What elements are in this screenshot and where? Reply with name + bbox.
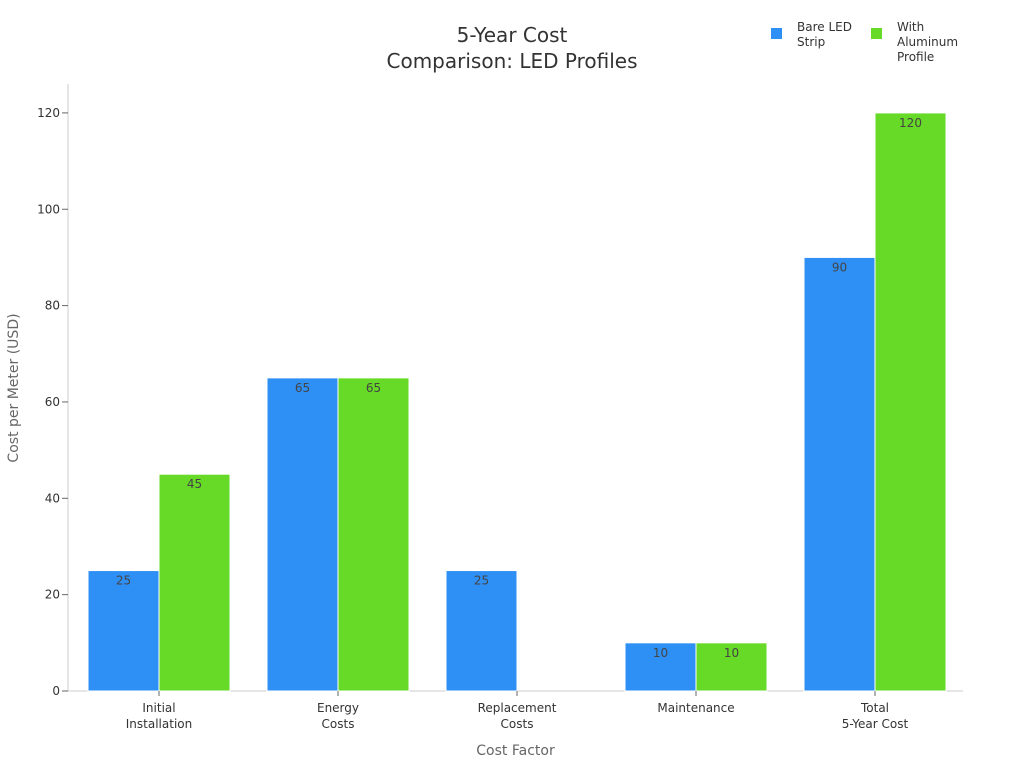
- bar-value-label: 10: [653, 646, 668, 660]
- x-tick-label: Replacement: [478, 701, 557, 715]
- y-tick-label: 0: [52, 684, 60, 698]
- bar: [337, 377, 410, 692]
- x-tick-label: Maintenance: [657, 701, 734, 715]
- y-tick-label: 80: [45, 299, 60, 313]
- y-tick-label: 120: [37, 106, 60, 120]
- legend-label: With: [897, 20, 924, 34]
- bar-value-label: 65: [366, 381, 381, 395]
- bar-value-label: 65: [295, 381, 310, 395]
- data-labels: 25 45 65 65 25 10 10 90 120: [116, 116, 922, 660]
- bar: [695, 642, 768, 692]
- bar: [445, 570, 518, 692]
- legend-label: Aluminum: [897, 35, 958, 49]
- bar: [803, 256, 876, 692]
- y-axis-title: Cost per Meter (USD): [6, 313, 22, 462]
- x-tick-label: Energy: [317, 701, 359, 715]
- bar-value-label: 25: [474, 574, 489, 588]
- bar-value-label: 45: [187, 477, 202, 491]
- x-tick-label: Initial: [142, 701, 175, 715]
- bar: [87, 570, 160, 692]
- x-tick-label: Total: [860, 701, 889, 715]
- x-tick-label: 5-Year Cost: [842, 717, 909, 731]
- y-tick-label: 20: [45, 588, 60, 602]
- legend-label: Strip: [797, 35, 825, 49]
- bar-value-label: 90: [832, 260, 847, 274]
- x-axis-title: Cost Factor: [476, 743, 555, 759]
- y-tick-label: 60: [45, 395, 60, 409]
- legend-label: Profile: [897, 50, 934, 64]
- bars: [87, 112, 947, 692]
- chart-title-line: Comparison: LED Profiles: [387, 49, 638, 73]
- bar: [266, 377, 339, 692]
- plot-area: 0 20 40 60 80 100 120 25 45 65 65 25 10 10 90 120 Init…: [37, 84, 963, 731]
- y-tick-label: 100: [37, 202, 60, 216]
- x-tick-label: Installation: [126, 717, 192, 731]
- bar: [158, 473, 231, 692]
- y-axis-ticks: 0 20 40 60 80 100 120: [37, 106, 68, 698]
- legend-swatch: [871, 28, 882, 39]
- bar: [874, 112, 947, 692]
- bar-value-label: 25: [116, 574, 131, 588]
- x-tick-label: Costs: [501, 717, 534, 731]
- x-tick-label: Costs: [322, 717, 355, 731]
- legend-swatch: [771, 28, 782, 39]
- x-axis-ticks: Initial Installation Energy Costs Replacemen…: [126, 691, 909, 731]
- chart-title-line: 5-Year Cost: [457, 23, 568, 47]
- y-tick-label: 40: [45, 491, 60, 505]
- bar-value-label: 10: [724, 646, 739, 660]
- bar-value-label: 120: [899, 116, 922, 130]
- legend-label: Bare LED: [797, 20, 852, 34]
